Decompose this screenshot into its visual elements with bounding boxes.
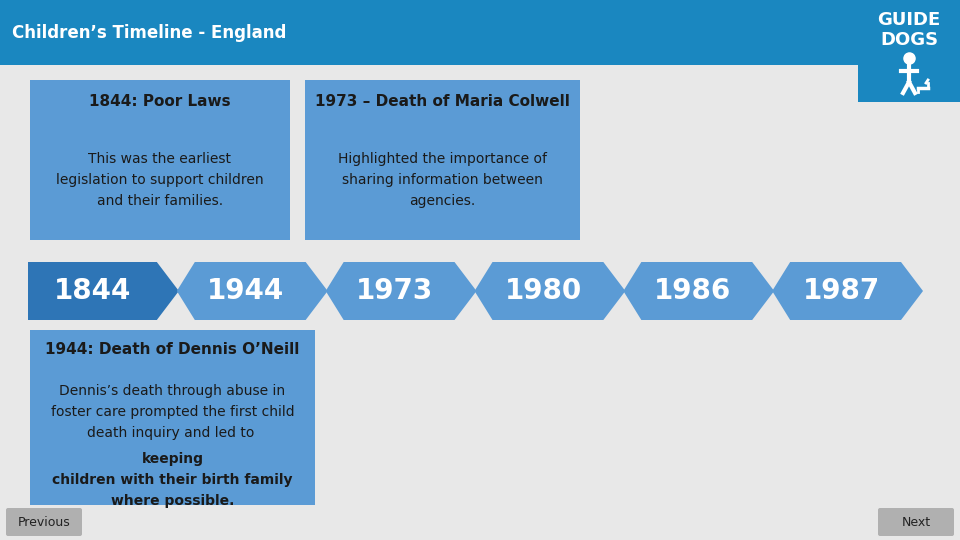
FancyBboxPatch shape: [30, 330, 315, 505]
Text: 1844: 1844: [54, 277, 132, 305]
FancyBboxPatch shape: [305, 80, 580, 240]
FancyBboxPatch shape: [878, 508, 954, 536]
Text: Children’s Timeline - England: Children’s Timeline - England: [12, 24, 286, 42]
Text: Dennis’s death through abuse in
foster care prompted the first child
death inqui: Dennis’s death through abuse in foster c…: [51, 384, 295, 440]
Polygon shape: [177, 262, 327, 320]
FancyBboxPatch shape: [858, 0, 960, 102]
Text: Highlighted the importance of
sharing information between
agencies.: Highlighted the importance of sharing in…: [338, 152, 547, 207]
Text: Next: Next: [901, 516, 930, 529]
Text: 1944: 1944: [207, 277, 284, 305]
Text: 1844: Poor Laws: 1844: Poor Laws: [89, 94, 230, 110]
Polygon shape: [474, 262, 625, 320]
Polygon shape: [28, 262, 179, 320]
Text: GUIDE
DOGS: GUIDE DOGS: [877, 11, 941, 49]
Polygon shape: [772, 262, 923, 320]
Text: 1980: 1980: [505, 277, 582, 305]
Polygon shape: [623, 262, 774, 320]
FancyBboxPatch shape: [30, 80, 290, 240]
Text: This was the earliest
legislation to support children
and their families.: This was the earliest legislation to sup…: [57, 152, 264, 207]
Text: 1987: 1987: [803, 277, 879, 305]
Text: 1973 – Death of Maria Colwell: 1973 – Death of Maria Colwell: [315, 94, 570, 110]
Polygon shape: [325, 262, 476, 320]
Text: 1944: Death of Dennis O’Neill: 1944: Death of Dennis O’Neill: [45, 342, 300, 357]
Text: Previous: Previous: [17, 516, 70, 529]
Text: 1973: 1973: [356, 277, 433, 305]
Text: 1986: 1986: [654, 277, 731, 305]
Text: keeping
children with their birth family
where possible.: keeping children with their birth family…: [52, 453, 293, 508]
FancyBboxPatch shape: [6, 508, 82, 536]
FancyBboxPatch shape: [0, 0, 960, 65]
